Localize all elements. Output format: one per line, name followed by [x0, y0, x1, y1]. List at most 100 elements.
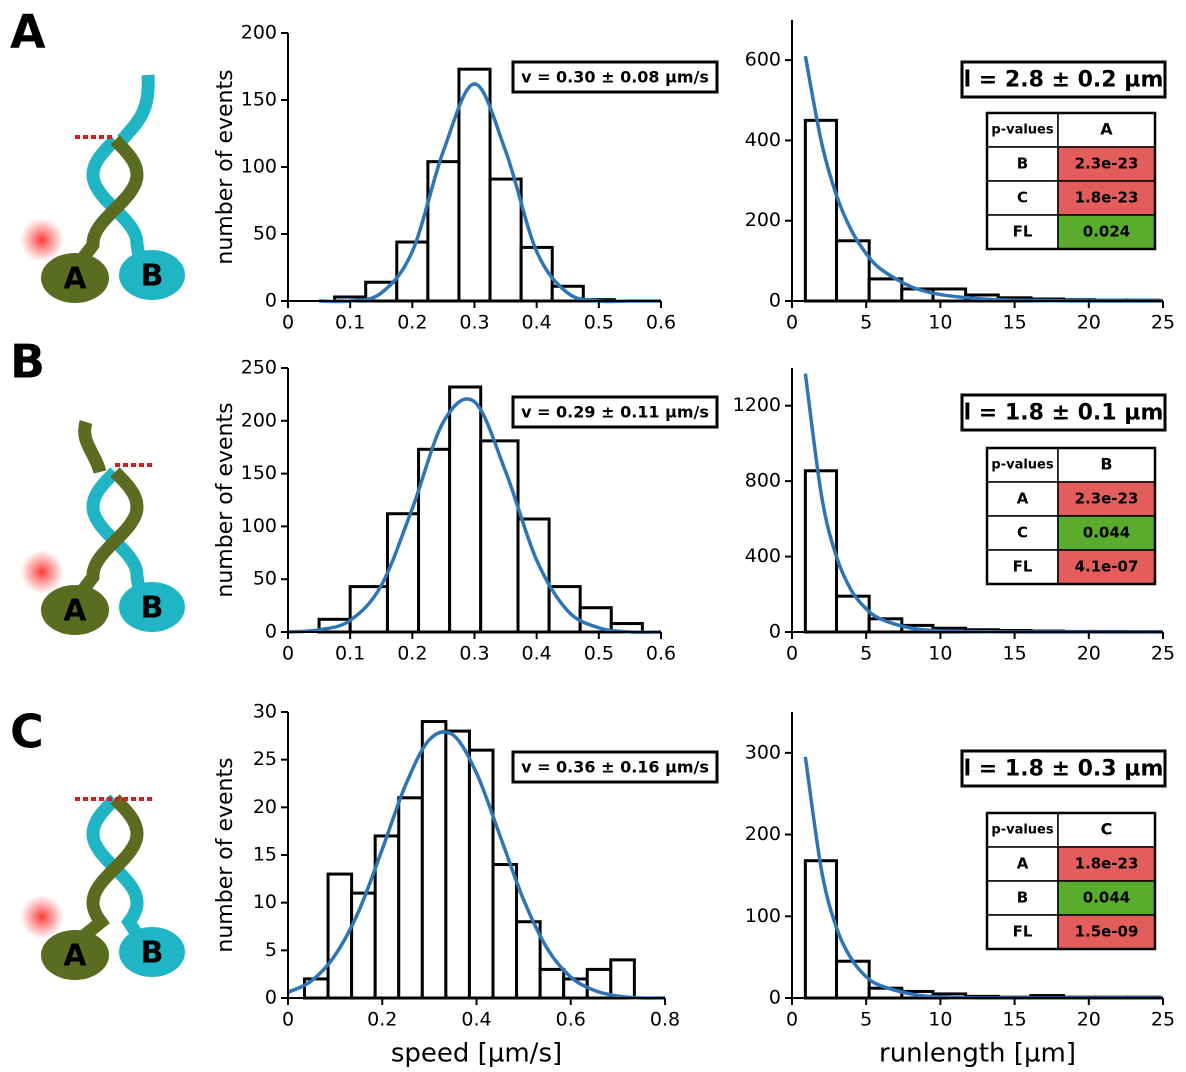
table-row-label: A	[1017, 490, 1029, 508]
table-cell	[1057, 914, 1156, 950]
y-axis-label: number of events	[213, 757, 238, 952]
fit-curve	[287, 397, 662, 635]
table-border	[985, 446, 1157, 586]
x-axis-label: runlength [µm]	[879, 1039, 1076, 1069]
y-axis-label: number of events	[213, 402, 238, 597]
motor-label: A	[63, 939, 87, 974]
annotation: l = 2.8 ± 0.2 µm	[964, 68, 1164, 93]
y-tick-label: 25	[253, 748, 277, 770]
table-cell	[1057, 214, 1156, 250]
annotation-box	[511, 750, 719, 784]
table-value: 1.8e-23	[1075, 855, 1139, 873]
table-cell	[986, 880, 1059, 916]
y-tick-label: 100	[745, 905, 781, 927]
table-row-label: A	[1017, 855, 1029, 873]
y-tick-label: 0	[265, 621, 277, 643]
x-tick-label: 0	[786, 643, 798, 665]
y-tick-label: 400	[745, 545, 781, 567]
table-header: A	[1100, 120, 1113, 139]
x-tick-label: 0.6	[646, 312, 676, 334]
table-value: 0.044	[1083, 524, 1130, 542]
table-border	[985, 111, 1157, 251]
bar	[348, 585, 389, 634]
x-tick-label: 0.2	[397, 312, 427, 334]
table-cell	[1057, 447, 1156, 483]
x-tick-label: 20	[1077, 1009, 1101, 1031]
bar	[457, 67, 492, 303]
y-tick-label: 200	[241, 409, 277, 431]
x-tick-label: 10	[928, 1009, 952, 1031]
bar	[479, 439, 520, 634]
x-tick-label: 0	[786, 312, 798, 334]
table-cell	[986, 180, 1059, 216]
x-tick-label: 5	[860, 643, 872, 665]
motor-head	[41, 930, 109, 980]
table-cell	[1057, 481, 1156, 517]
x-tick-label: 25	[1151, 312, 1175, 334]
motor-label: A	[63, 594, 87, 629]
annotation: v = 0.30 ± 0.08 µm/s	[521, 68, 709, 87]
table-header: p-values	[991, 123, 1053, 138]
y-tick-label: 200	[241, 22, 277, 44]
table-header: p-values	[991, 458, 1053, 473]
table-header: B	[1100, 455, 1112, 474]
y-tick-label: 600	[745, 49, 781, 71]
table-header: C	[1101, 820, 1113, 839]
x-tick-label: 15	[1003, 643, 1027, 665]
x-tick-label: 20	[1077, 643, 1101, 665]
bar	[420, 720, 448, 1000]
y-tick-label: 5	[265, 939, 277, 961]
table-value: 4.1e-07	[1075, 558, 1139, 576]
annotation-box	[511, 60, 719, 94]
motor-head	[119, 250, 185, 300]
strand	[86, 467, 147, 596]
bar	[609, 958, 636, 1000]
bar	[538, 967, 566, 1000]
bar	[803, 859, 839, 1000]
x-tick-label: 15	[1003, 312, 1027, 334]
y-tick-label: 100	[241, 515, 277, 537]
x-tick-label: 0.3	[459, 312, 489, 334]
annotation-box	[960, 60, 1167, 99]
motor-head	[41, 253, 109, 303]
fluorophore-glow	[20, 218, 64, 262]
strand	[75, 794, 144, 945]
x-tick-label: 0.5	[584, 312, 614, 334]
strand	[86, 135, 147, 264]
strand	[74, 467, 144, 598]
panel-letter: C	[10, 705, 44, 759]
y-tick-label: 200	[745, 209, 781, 231]
y-tick-label: 300	[745, 741, 781, 763]
bar	[835, 959, 871, 1000]
motor-head	[119, 927, 185, 977]
strand	[74, 135, 144, 266]
panel-letter: B	[10, 335, 45, 389]
bar	[515, 920, 542, 1000]
x-tick-label: 0.2	[397, 643, 427, 665]
y-tick-label: 200	[745, 823, 781, 845]
bar	[488, 177, 523, 303]
table-row-label: FL	[1013, 923, 1033, 941]
x-tick-label: 5	[860, 312, 872, 334]
x-tick-label: 0.2	[367, 1009, 397, 1031]
table-row-label: FL	[1013, 223, 1033, 241]
bar	[448, 385, 483, 634]
y-tick-label: 150	[241, 89, 277, 111]
free-strand	[117, 74, 155, 145]
annotation: v = 0.29 ± 0.11 µm/s	[521, 403, 709, 422]
bar	[803, 118, 839, 303]
y-tick-label: 250	[241, 357, 277, 379]
x-tick-label: 5	[860, 1009, 872, 1031]
table-cell	[986, 515, 1059, 551]
x-tick-label: 0.1	[335, 643, 365, 665]
table-border	[985, 811, 1157, 951]
y-tick-label: 400	[745, 129, 781, 151]
motor-label: A	[63, 262, 87, 297]
table-row-label: FL	[1013, 558, 1033, 576]
free-strand	[78, 420, 107, 474]
y-tick-label: 0	[769, 987, 781, 1009]
x-tick-label: 0.5	[584, 643, 614, 665]
bar	[397, 796, 424, 1000]
y-tick-label: 30	[253, 701, 277, 723]
